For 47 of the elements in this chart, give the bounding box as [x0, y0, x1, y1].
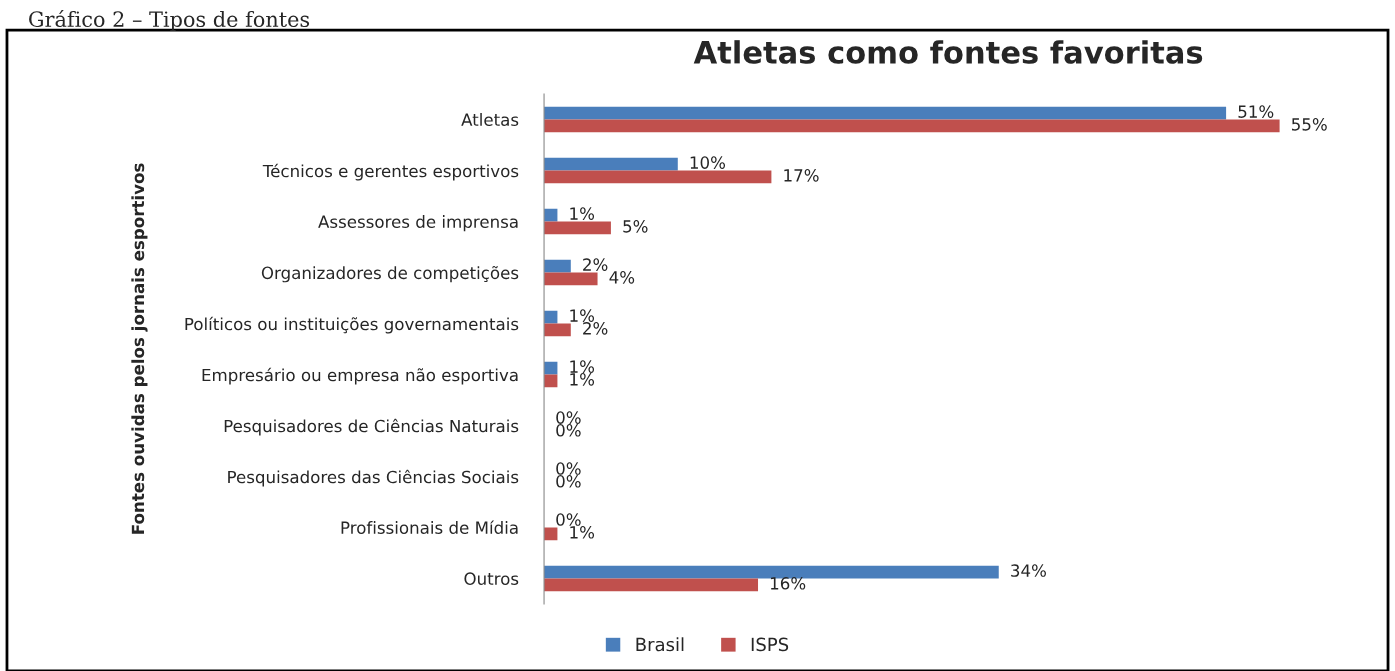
y-tick-label: Assessores de imprensa: [318, 215, 518, 232]
data-label: 10%: [690, 156, 726, 169]
y-axis-title: Fontes ouvidas pelos jornais esportivos: [131, 163, 148, 534]
data-label: 1%: [570, 526, 595, 539]
bar: [544, 157, 678, 171]
text: Gráfico 2 – Tipos de fontes: [29, 10, 310, 32]
data-label: 17%: [784, 169, 819, 182]
data-label: 0%: [556, 462, 581, 475]
data-label: 0%: [556, 513, 581, 526]
y-tick-label: Pesquisadores de Ciências Naturais: [224, 418, 519, 436]
bar: [544, 565, 999, 579]
bar: [544, 106, 1227, 120]
data-label: 4%: [609, 271, 635, 284]
legend-label: ISPS: [751, 637, 789, 652]
y-tick-label: Organizadores de competições: [261, 265, 519, 283]
data-label: 0%: [556, 475, 581, 488]
y-tick-label: Políticos ou instituições governamentais: [185, 316, 519, 334]
bar: [544, 527, 558, 541]
y-tick-label: Atletas: [461, 113, 519, 127]
y-tick-label: Técnicos e gerentes esportivos: [262, 163, 519, 181]
data-label: 1%: [570, 373, 595, 386]
bar: [544, 578, 759, 592]
bar: [544, 374, 558, 388]
bar: [544, 119, 1280, 133]
y-tick-label: Outros: [464, 572, 519, 585]
data-label: 16%: [770, 577, 806, 590]
data-label: 1%: [570, 207, 595, 220]
bar: [544, 323, 571, 337]
data-label: 1%: [570, 309, 595, 322]
data-label: 0%: [556, 424, 581, 437]
data-label: 5%: [623, 220, 648, 233]
data-label: 55%: [1291, 118, 1327, 131]
bar: [544, 272, 598, 286]
data-label: 2%: [583, 258, 608, 271]
bar: [544, 259, 571, 273]
data-label: 0%: [556, 411, 581, 424]
chart-title: Atletas como fontes favoritas: [693, 40, 1203, 64]
data-label: 51%: [1238, 105, 1274, 118]
bar: [544, 170, 772, 184]
legend-label: Brasil: [636, 637, 684, 652]
data-label: 2%: [583, 322, 608, 335]
data-label: 1%: [570, 360, 595, 373]
y-tick-label: Profissionais de Mídia: [341, 520, 518, 534]
y-tick-label: Pesquisadores das Ciências Sociais: [228, 469, 519, 487]
bar: [544, 221, 611, 235]
data-label: 34%: [1011, 564, 1046, 577]
y-tick-label: Empresário ou empresa não esportiva: [202, 367, 518, 385]
